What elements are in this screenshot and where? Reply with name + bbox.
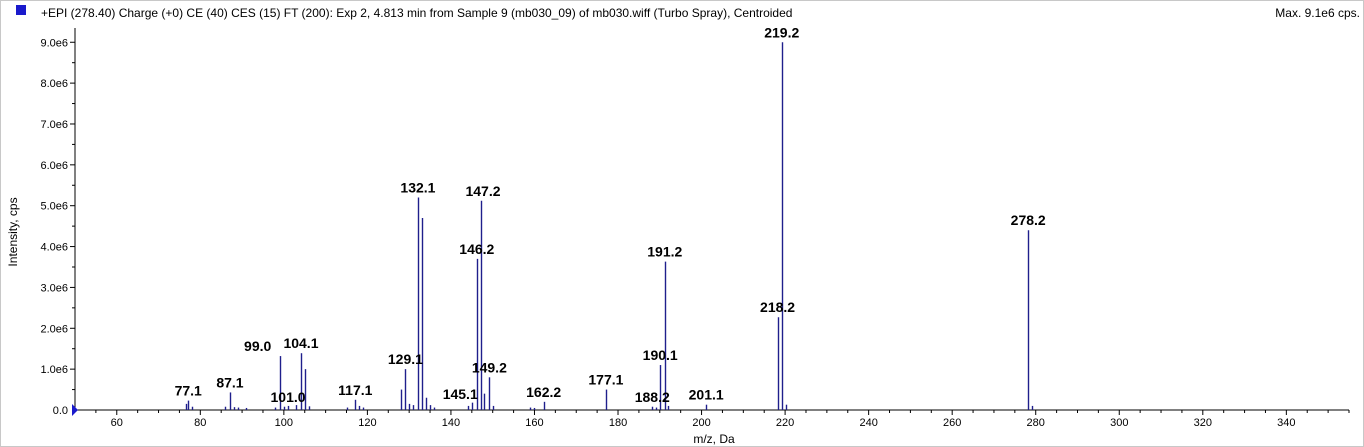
peak-label: 278.2 bbox=[1011, 212, 1046, 228]
x-tick-label: 60 bbox=[111, 417, 123, 429]
x-tick-label: 80 bbox=[194, 417, 206, 429]
peak-labels: 77.1 87.1 99.0 101.0 104.1 117.1 129.1 132.1 145… bbox=[175, 24, 1046, 405]
x-tick-label: 140 bbox=[442, 417, 460, 429]
x-tick-label: 200 bbox=[692, 417, 710, 429]
peak-label: 201.1 bbox=[689, 387, 724, 403]
y-tick-label: 0.0 bbox=[53, 405, 68, 417]
peak-label: 101.0 bbox=[271, 389, 306, 405]
x-tick-label: 240 bbox=[859, 417, 877, 429]
peaks bbox=[185, 42, 1034, 410]
peak-label: 129.1 bbox=[388, 351, 423, 367]
x-axis-label: m/z, Da bbox=[693, 432, 735, 446]
axes: 60 80 100 120 140 160 180 200 220 240 260 280 300 320… bbox=[40, 28, 1350, 429]
chart-header-title: +EPI (278.40) Charge (+0) CE (40) CES (1… bbox=[41, 6, 792, 20]
peak-label: 177.1 bbox=[588, 372, 623, 388]
y-tick-label: 2.0e6 bbox=[40, 323, 68, 335]
x-tick-label: 300 bbox=[1110, 417, 1128, 429]
peak-label: 218.2 bbox=[760, 299, 795, 315]
y-tick-label: 6.0e6 bbox=[40, 160, 68, 172]
peak-label: 77.1 bbox=[175, 383, 202, 399]
y-tick-label: 8.0e6 bbox=[40, 78, 68, 90]
peak-label: 145.1 bbox=[443, 386, 478, 402]
x-tick-label: 280 bbox=[1027, 417, 1045, 429]
x-tick-label: 160 bbox=[525, 417, 543, 429]
y-tick-label: 1.0e6 bbox=[40, 364, 68, 376]
peak-label: 87.1 bbox=[216, 374, 243, 390]
peak-label: 188.2 bbox=[635, 389, 670, 405]
peak-label: 99.0 bbox=[244, 338, 271, 354]
y-tick-label: 9.0e6 bbox=[40, 37, 68, 49]
y-tick-label: 5.0e6 bbox=[40, 201, 68, 213]
peak-label: 132.1 bbox=[400, 180, 435, 196]
peak-label: 117.1 bbox=[338, 382, 372, 398]
y-tick-label: 3.0e6 bbox=[40, 282, 68, 294]
x-tick-label: 220 bbox=[776, 417, 794, 429]
legend-marker bbox=[16, 5, 26, 15]
max-intensity-label: Max. 9.1e6 cps. bbox=[1275, 6, 1360, 20]
baseline-marker-icon bbox=[72, 404, 78, 416]
peak-label: 219.2 bbox=[764, 24, 799, 40]
peak-label: 190.1 bbox=[643, 347, 678, 363]
y-tick-label: 7.0e6 bbox=[40, 119, 68, 131]
peak-label: 149.2 bbox=[472, 359, 507, 375]
peak-label: 146.2 bbox=[459, 241, 494, 257]
peak-label: 162.2 bbox=[526, 384, 561, 400]
y-axis-label: Intensity, cps bbox=[6, 197, 20, 266]
x-tick-label: 320 bbox=[1194, 417, 1212, 429]
x-tick-label: 340 bbox=[1277, 417, 1295, 429]
x-tick-label: 120 bbox=[358, 417, 376, 429]
y-tick-label: 4.0e6 bbox=[40, 242, 68, 254]
peak-label: 104.1 bbox=[283, 335, 318, 351]
peak-label: 191.2 bbox=[647, 244, 682, 260]
x-tick-label: 100 bbox=[275, 417, 293, 429]
peak-label: 147.2 bbox=[465, 183, 500, 199]
x-tick-label: 260 bbox=[943, 417, 961, 429]
x-tick-label: 180 bbox=[609, 417, 627, 429]
